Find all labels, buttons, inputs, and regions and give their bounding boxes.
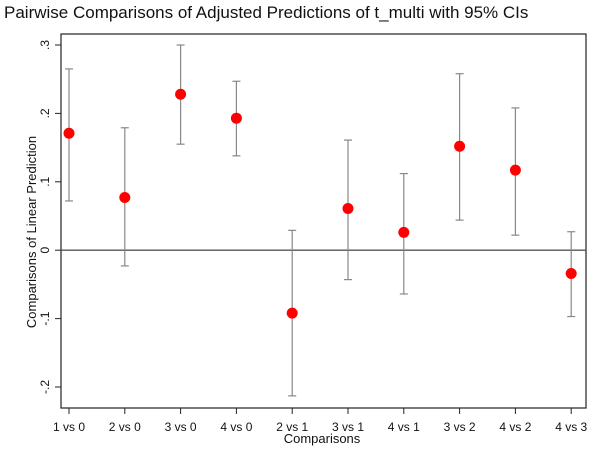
y-tick-label: -.1 <box>38 311 52 325</box>
chart-title: Pairwise Comparisons of Adjusted Predict… <box>4 3 529 22</box>
estimate-point <box>342 202 354 214</box>
y-tick-label: .1 <box>38 176 52 186</box>
x-tick-label: 4 vs 3 <box>555 420 587 434</box>
y-tick-label: .3 <box>38 40 52 50</box>
estimate-points <box>63 88 577 319</box>
plot-area <box>60 33 587 409</box>
y-axis-title: Comparisons of Linear Prediction <box>24 136 39 328</box>
x-tick-label: 4 vs 2 <box>499 420 531 434</box>
estimate-point <box>565 267 577 279</box>
estimate-point <box>509 164 521 176</box>
y-axis: -.2 -.1 0 .1 .2 .3 <box>38 40 61 394</box>
estimate-point <box>454 140 466 152</box>
x-tick-label: 3 vs 1 <box>332 420 364 434</box>
x-tick-label: 3 vs 2 <box>444 420 476 434</box>
estimate-point <box>286 307 298 319</box>
estimate-point <box>230 112 242 124</box>
x-tick-label: 2 vs 1 <box>276 420 308 434</box>
x-tick-label: 1 vs 0 <box>53 420 85 434</box>
y-tick-label: .2 <box>38 108 52 118</box>
x-tick-label: 4 vs 1 <box>388 420 420 434</box>
x-axis-title: Comparisons <box>284 431 361 446</box>
estimate-point <box>63 127 75 139</box>
x-tick-label: 4 vs 0 <box>220 420 252 434</box>
plot-frame <box>60 33 587 409</box>
estimate-point <box>398 226 410 238</box>
estimate-point <box>119 192 131 204</box>
x-tick-label: 3 vs 0 <box>165 420 197 434</box>
x-axis: 1 vs 0 2 vs 0 3 vs 0 4 vs 0 2 vs 1 3 vs 1 4 vs… <box>53 408 588 434</box>
estimate-point <box>175 88 187 100</box>
y-tick-label: 0 <box>38 247 52 254</box>
x-tick-label: 2 vs 0 <box>109 420 141 434</box>
y-tick-label: -.2 <box>38 380 52 394</box>
